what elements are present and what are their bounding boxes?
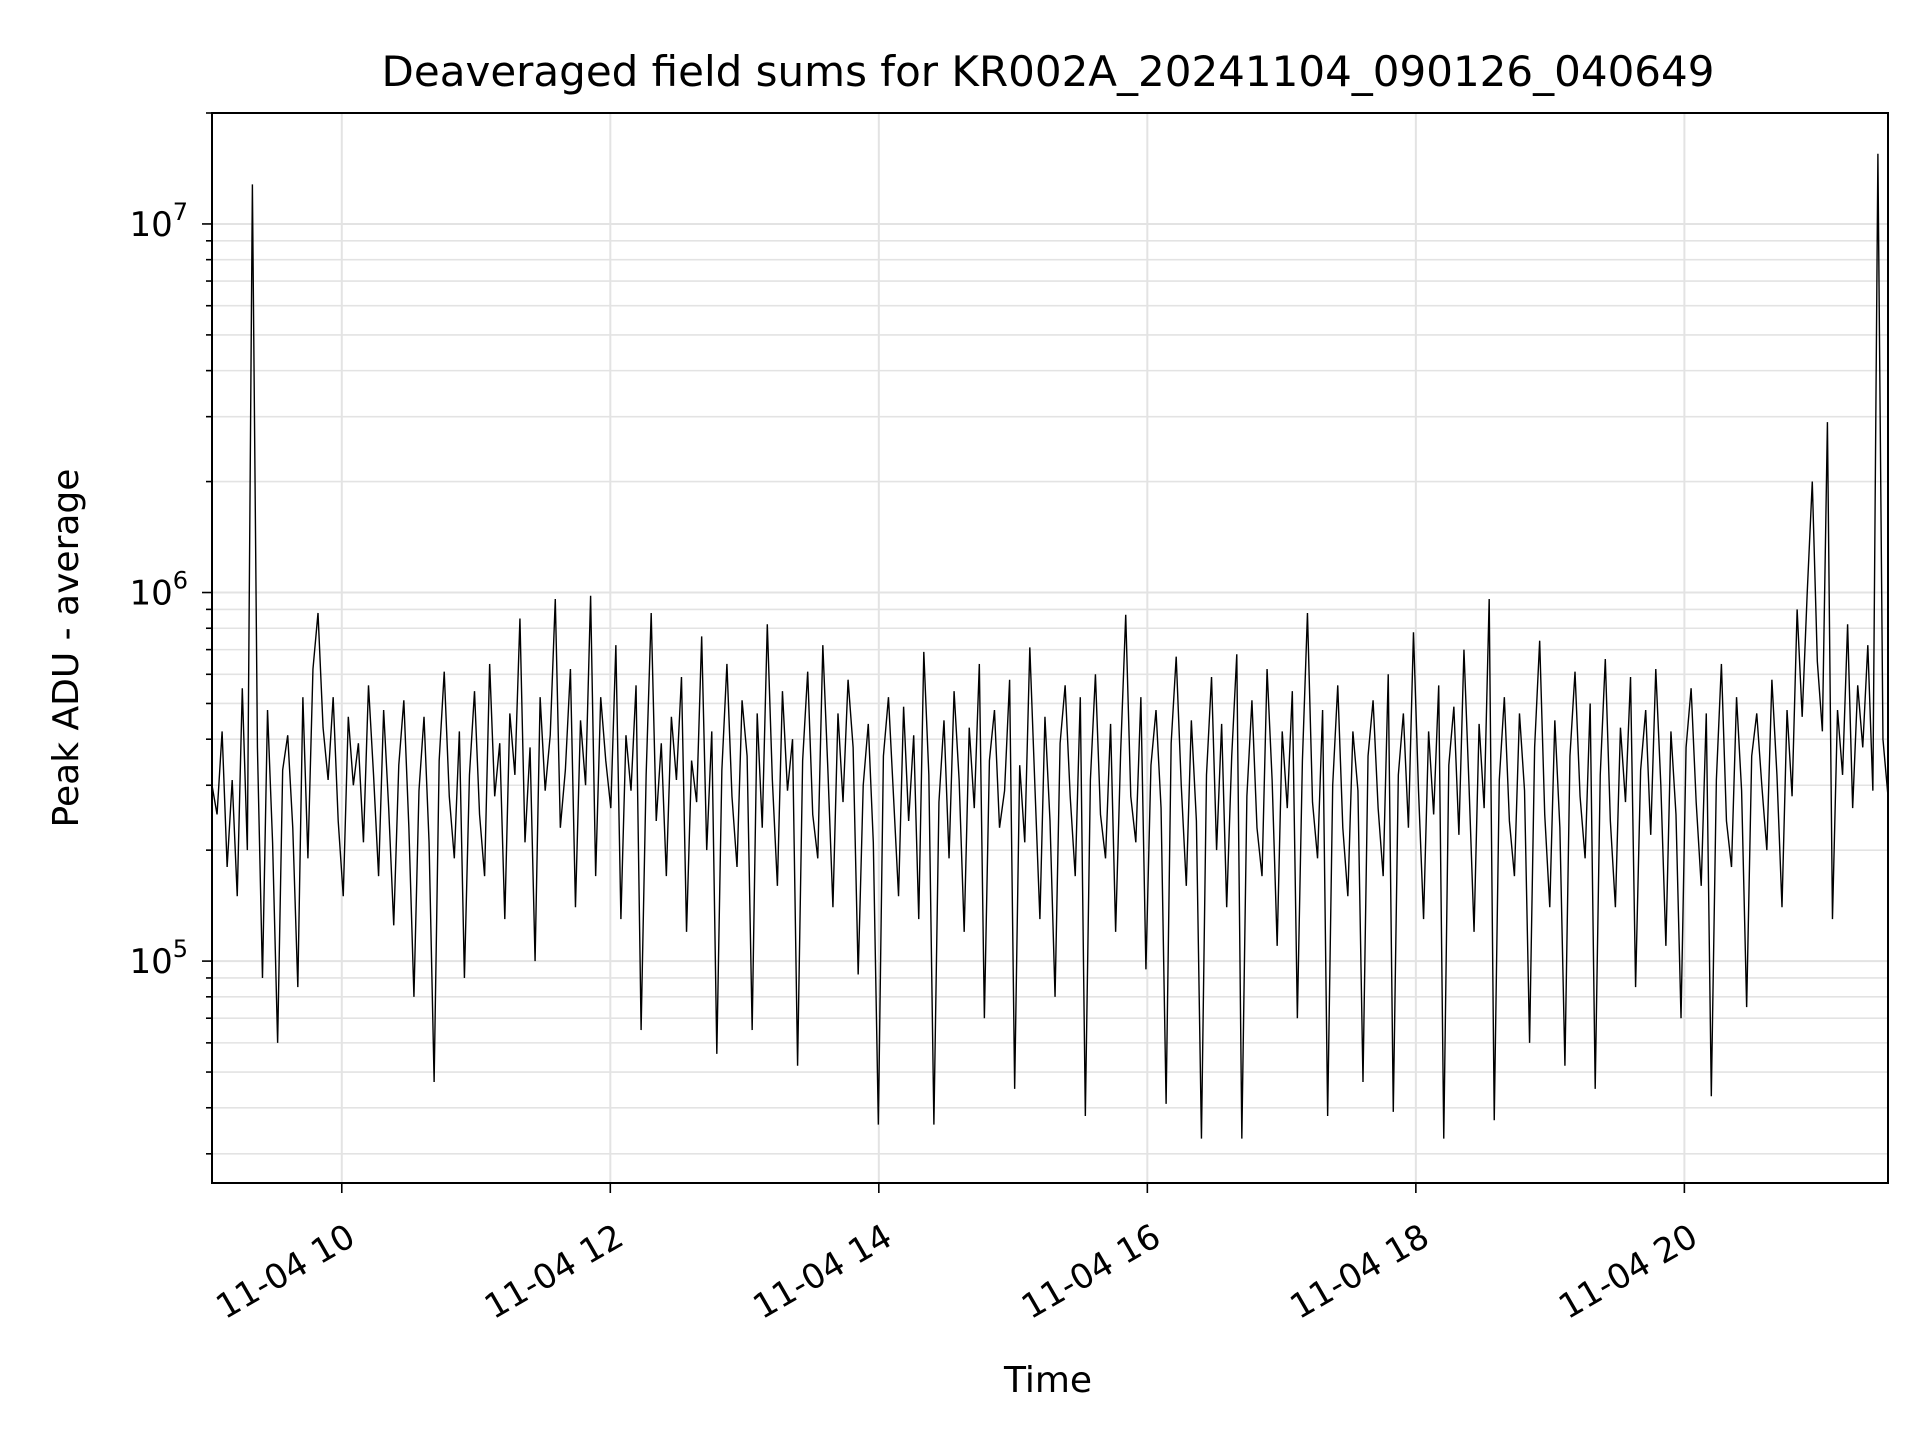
chart-title: Deaveraged field sums for KR002A_2024110… — [382, 47, 1715, 96]
y-axis-ticks: 105 106 107 — [129, 112, 212, 1155]
y-tick-label: 106 — [129, 567, 188, 614]
series-line — [211, 153, 1889, 1139]
x-axis-label: Time — [1003, 1360, 1092, 1401]
series-group — [211, 153, 1889, 1139]
y-tick-label: 107 — [129, 198, 188, 245]
y-tick-label: 105 — [129, 935, 188, 982]
plot-frame — [211, 112, 1889, 1184]
y-axis-label: Peak ADU - average — [46, 469, 87, 828]
